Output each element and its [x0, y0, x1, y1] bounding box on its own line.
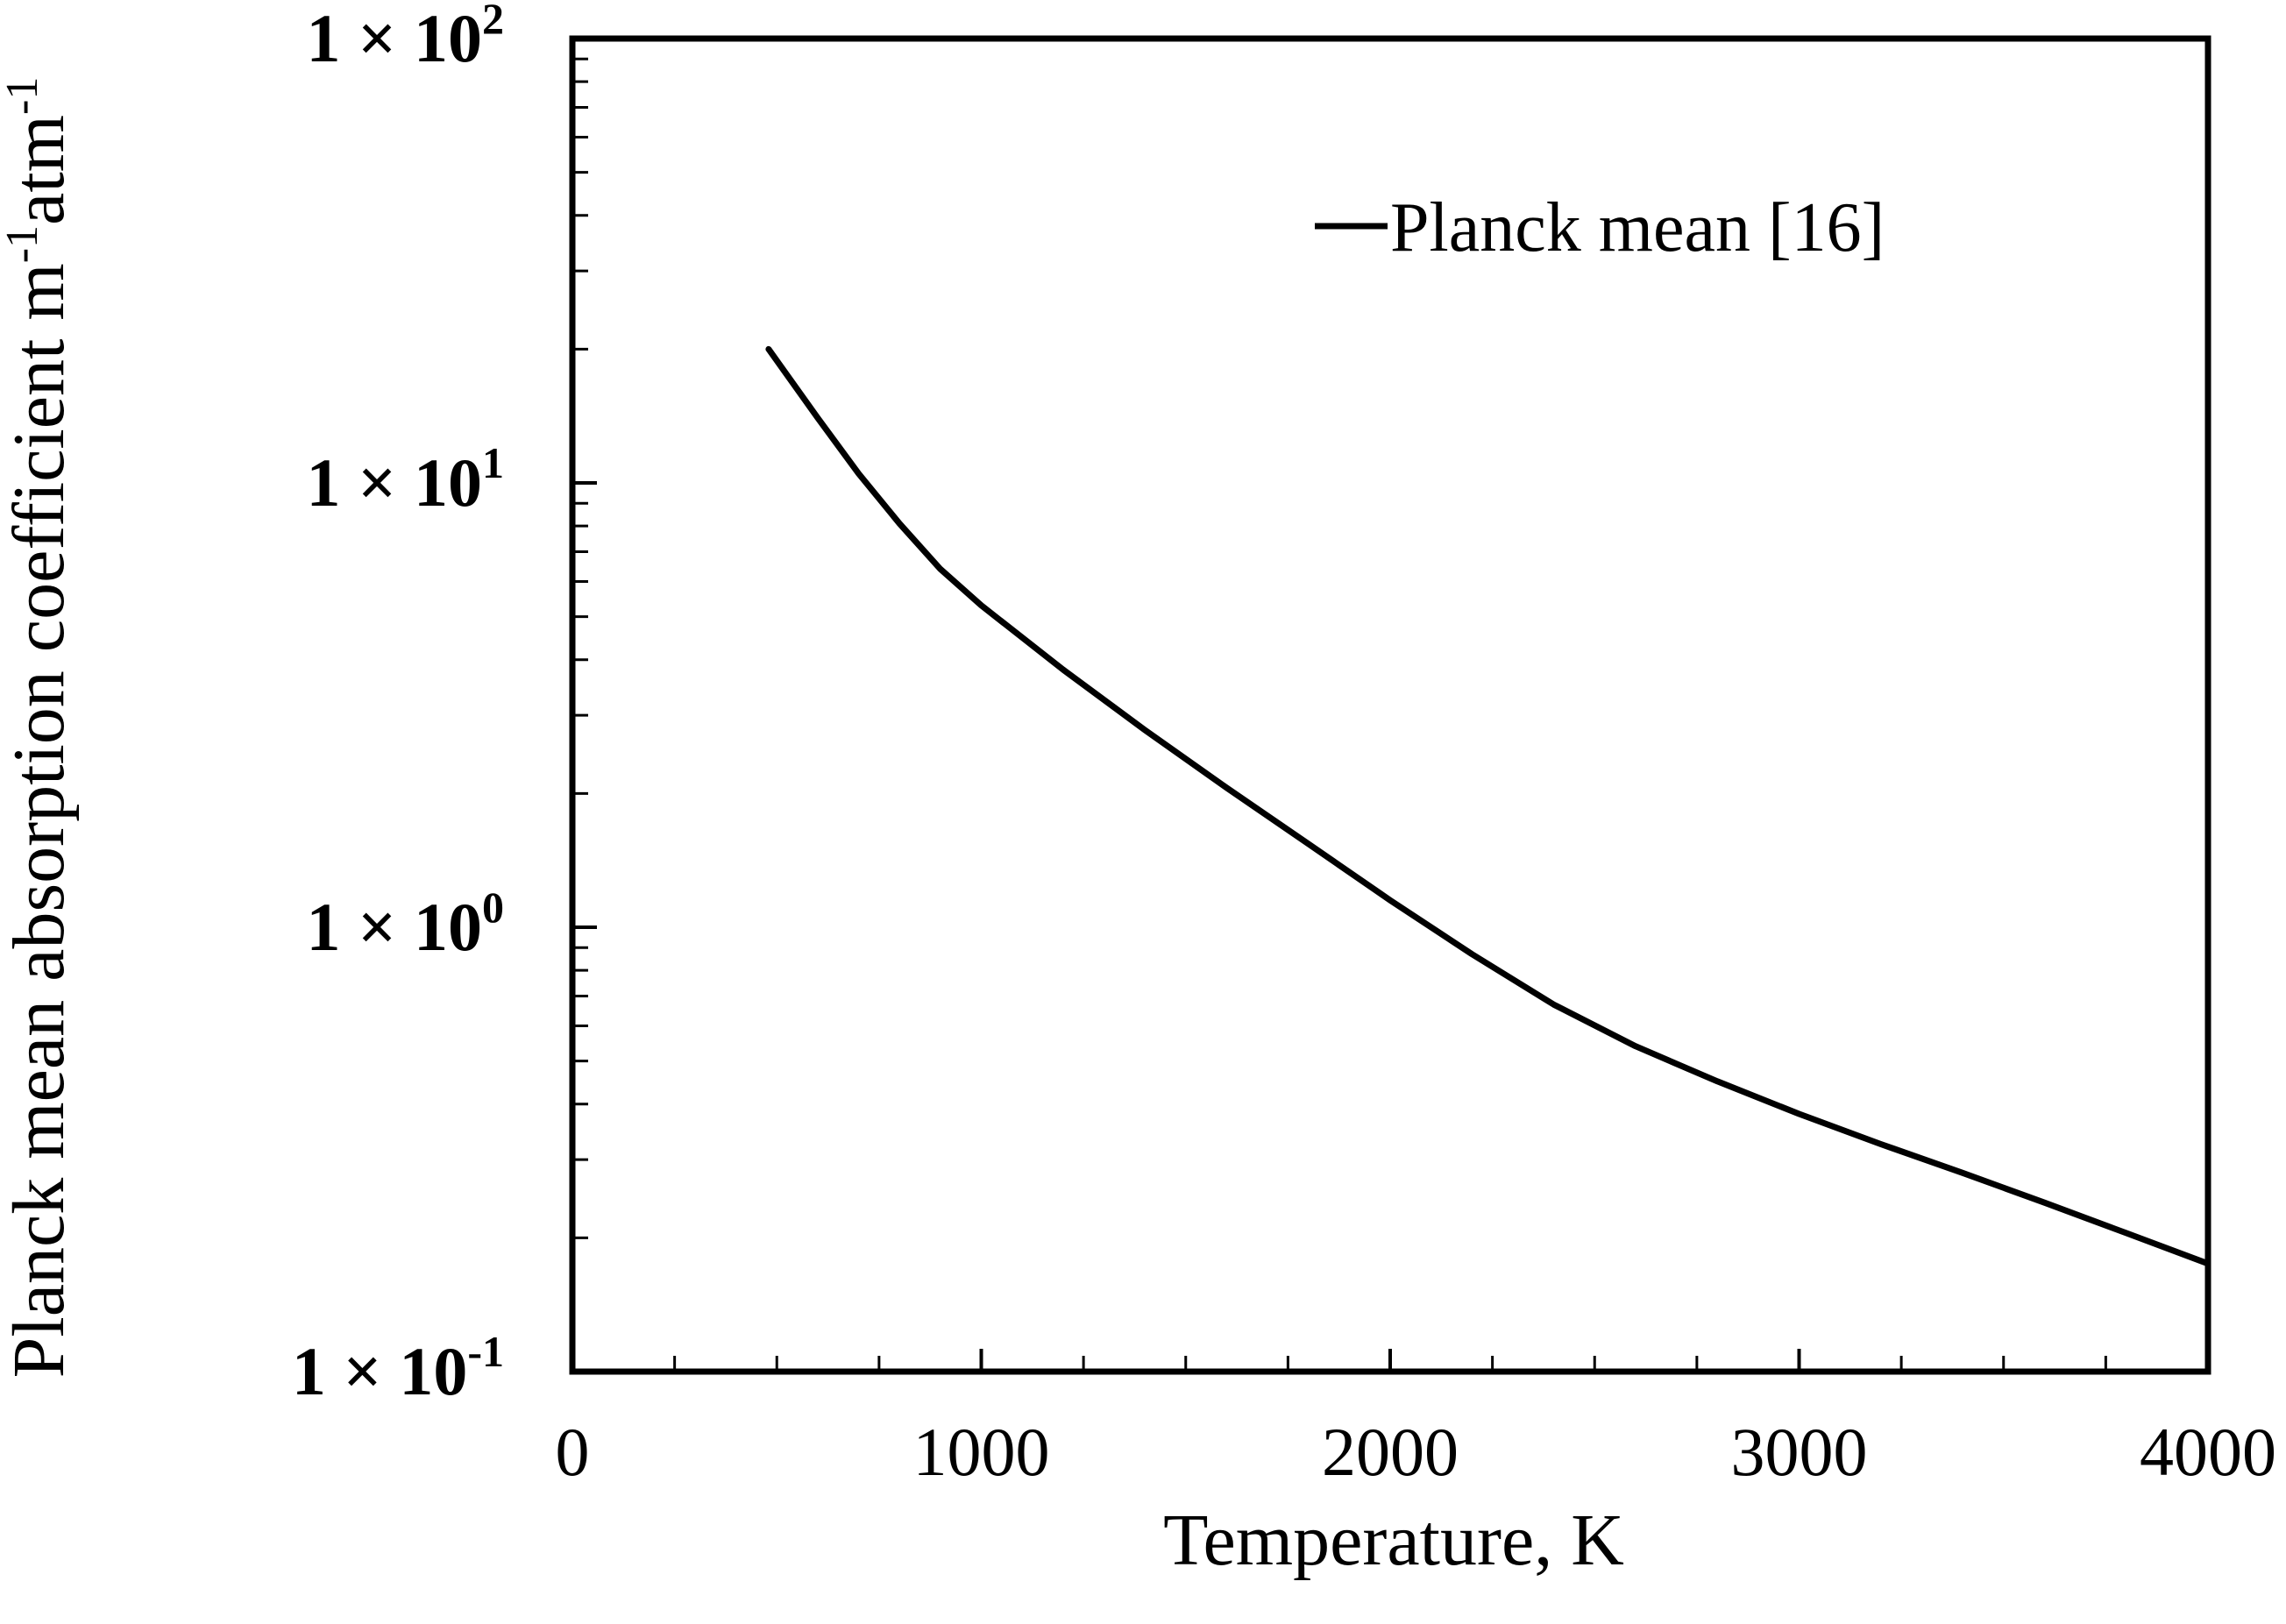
x-tick-label: 0	[556, 1414, 590, 1490]
y-tick-base: 1 × 10	[307, 444, 482, 521]
y-axis-title: Planck mean absorption coefficient m-1at…	[0, 77, 80, 1379]
legend: Planck mean [16]	[1315, 189, 1885, 266]
x-tick-labels: 0 1000 2000 3000 4000	[556, 1414, 2277, 1490]
y-tick-exponent: 0	[482, 883, 504, 932]
x-tick-label: 4000	[2140, 1414, 2276, 1490]
series-line	[765, 345, 2211, 1267]
y-tick-label: 1 × 100	[307, 883, 504, 965]
y-tick-exponent: 2	[482, 0, 504, 43]
legend-label: Planck mean [16]	[1390, 189, 1885, 266]
y-axis-title-main: Planck mean absorption coefficient m	[0, 263, 80, 1378]
x-axis-title: Temperature, K	[1163, 1500, 1624, 1581]
y-tick-base: 1 × 10	[307, 889, 482, 965]
y-tick-label: 1 × 101	[307, 438, 504, 521]
y-axis-title-sup-1: -1	[0, 225, 47, 263]
x-tick-label: 2000	[1322, 1414, 1459, 1490]
y-tick-exponent: 1	[482, 438, 504, 487]
x-tick-label: 3000	[1731, 1414, 1868, 1490]
plot-frame	[569, 35, 2211, 1375]
y-tick-label: 1 × 102	[307, 0, 504, 76]
y-tick-base: 1 × 10	[307, 0, 482, 76]
y-axis-title-sup-2: -1	[0, 77, 47, 115]
y-tick-exponent: -1	[467, 1327, 504, 1376]
y-tick-label: 1 × 10-1	[292, 1327, 504, 1409]
y-tick-base: 1 × 10	[292, 1333, 467, 1409]
x-tick-label: 1000	[913, 1414, 1050, 1490]
series-layer	[765, 345, 2211, 1267]
y-axis-title-mid: atm	[0, 115, 80, 225]
